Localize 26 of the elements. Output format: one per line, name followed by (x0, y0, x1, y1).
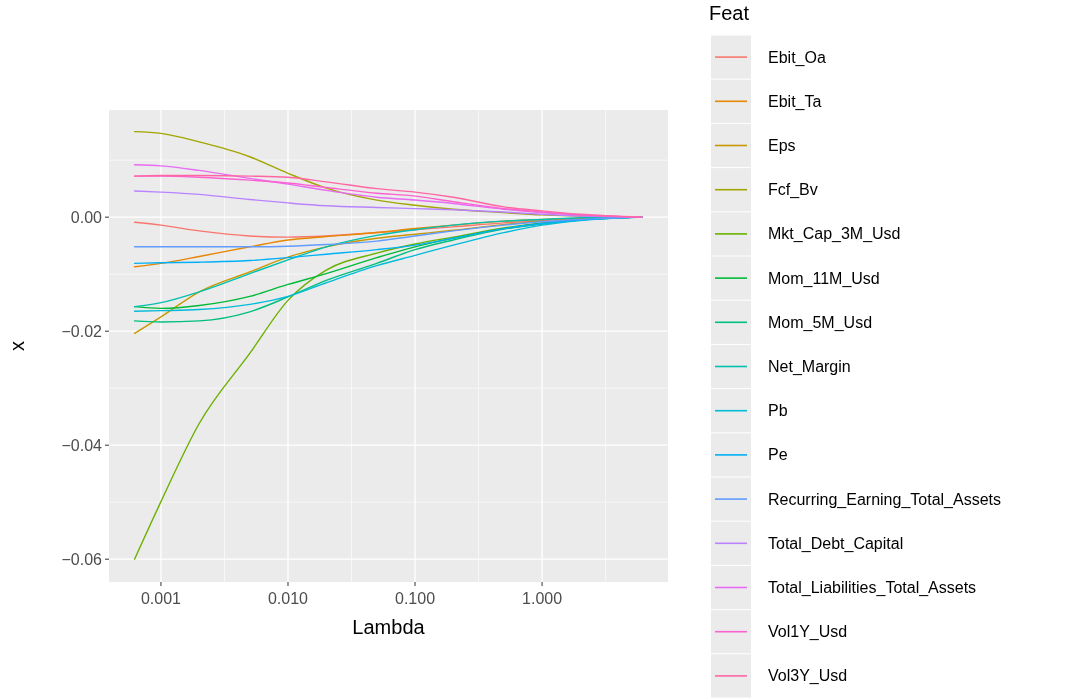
x-tick-label: 1.000 (522, 590, 563, 607)
legend-label: Mom_11M_Usd (768, 269, 880, 288)
y-tick-label: −0.02 (61, 322, 103, 340)
legend-label: Vol1Y_Usd (768, 623, 848, 642)
legend-label: Ebit_Ta (768, 92, 822, 111)
legend-label: Recurring_Earning_Total_Assets (768, 490, 1002, 509)
legend-title: Feat (709, 2, 750, 24)
x-tick-label: 0.001 (140, 590, 182, 607)
y-tick-label: −0.06 (61, 550, 103, 568)
legend-label: Fcf_Bv (768, 181, 818, 200)
legend-label: Pb (768, 402, 788, 420)
legend-label: Total_Liabilities_Total_Assets (768, 579, 977, 597)
x-tick-label: 0.100 (395, 590, 436, 607)
legend-label: Mkt_Cap_3M_Usd (768, 225, 901, 244)
x-tick-label: 0.010 (267, 590, 309, 607)
legend-label: Pe (768, 446, 788, 464)
y-axis-title: x (6, 341, 28, 351)
y-tick-label: −0.04 (61, 436, 103, 454)
legend-label: Ebit_Oa (768, 48, 826, 67)
legend-label: Eps (768, 137, 796, 154)
legend-label: Net_Margin (768, 358, 851, 376)
legend-label: Total_Debt_Capital (768, 534, 904, 553)
legend-label: Vol3Y_Usd (768, 667, 848, 686)
x-axis-title: Lambda (352, 616, 426, 638)
legend-label: Mom_5M_Usd (768, 313, 873, 332)
y-tick-label: 0.00 (70, 208, 103, 226)
